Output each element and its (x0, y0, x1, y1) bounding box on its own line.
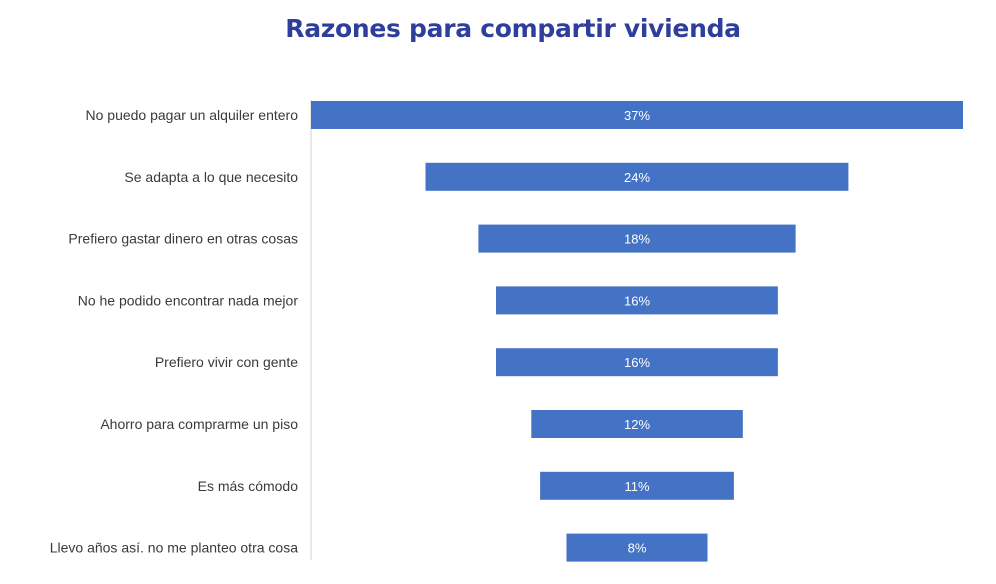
category-label-3: Prefiero gastar dinero en otras cosas (68, 231, 298, 247)
data-label-3: 18% (624, 232, 650, 247)
data-label-2: 24% (624, 170, 650, 185)
data-label-1: 37% (624, 108, 650, 123)
category-label-1: No puedo pagar un alquiler entero (86, 107, 299, 123)
category-label-7: Es más cómodo (198, 478, 299, 494)
bar-7 (540, 471, 734, 500)
data-label-8: 8% (628, 541, 647, 556)
category-label-2: Se adapta a lo que necesito (124, 169, 298, 185)
category-label-8: Llevo años así. no me planteo otra cosa (50, 540, 298, 556)
data-label-5: 16% (624, 355, 650, 370)
data-label-4: 16% (624, 293, 650, 308)
bar-5 (496, 348, 778, 377)
bar-8 (566, 533, 708, 562)
chart-title: Razones para compartir vivienda (285, 14, 741, 43)
data-label-6: 12% (624, 417, 650, 432)
bar-1 (311, 101, 963, 129)
bar-2 (425, 162, 849, 191)
bar-4 (496, 286, 778, 315)
category-label-5: Prefiero vivir con gente (155, 354, 298, 370)
bar-6 (531, 410, 743, 438)
category-label-6: Ahorro para comprarme un piso (100, 416, 298, 432)
category-label-4: No he podido encontrar nada mejor (78, 292, 299, 308)
data-label-7: 11% (624, 479, 649, 494)
bar-3 (478, 224, 796, 253)
